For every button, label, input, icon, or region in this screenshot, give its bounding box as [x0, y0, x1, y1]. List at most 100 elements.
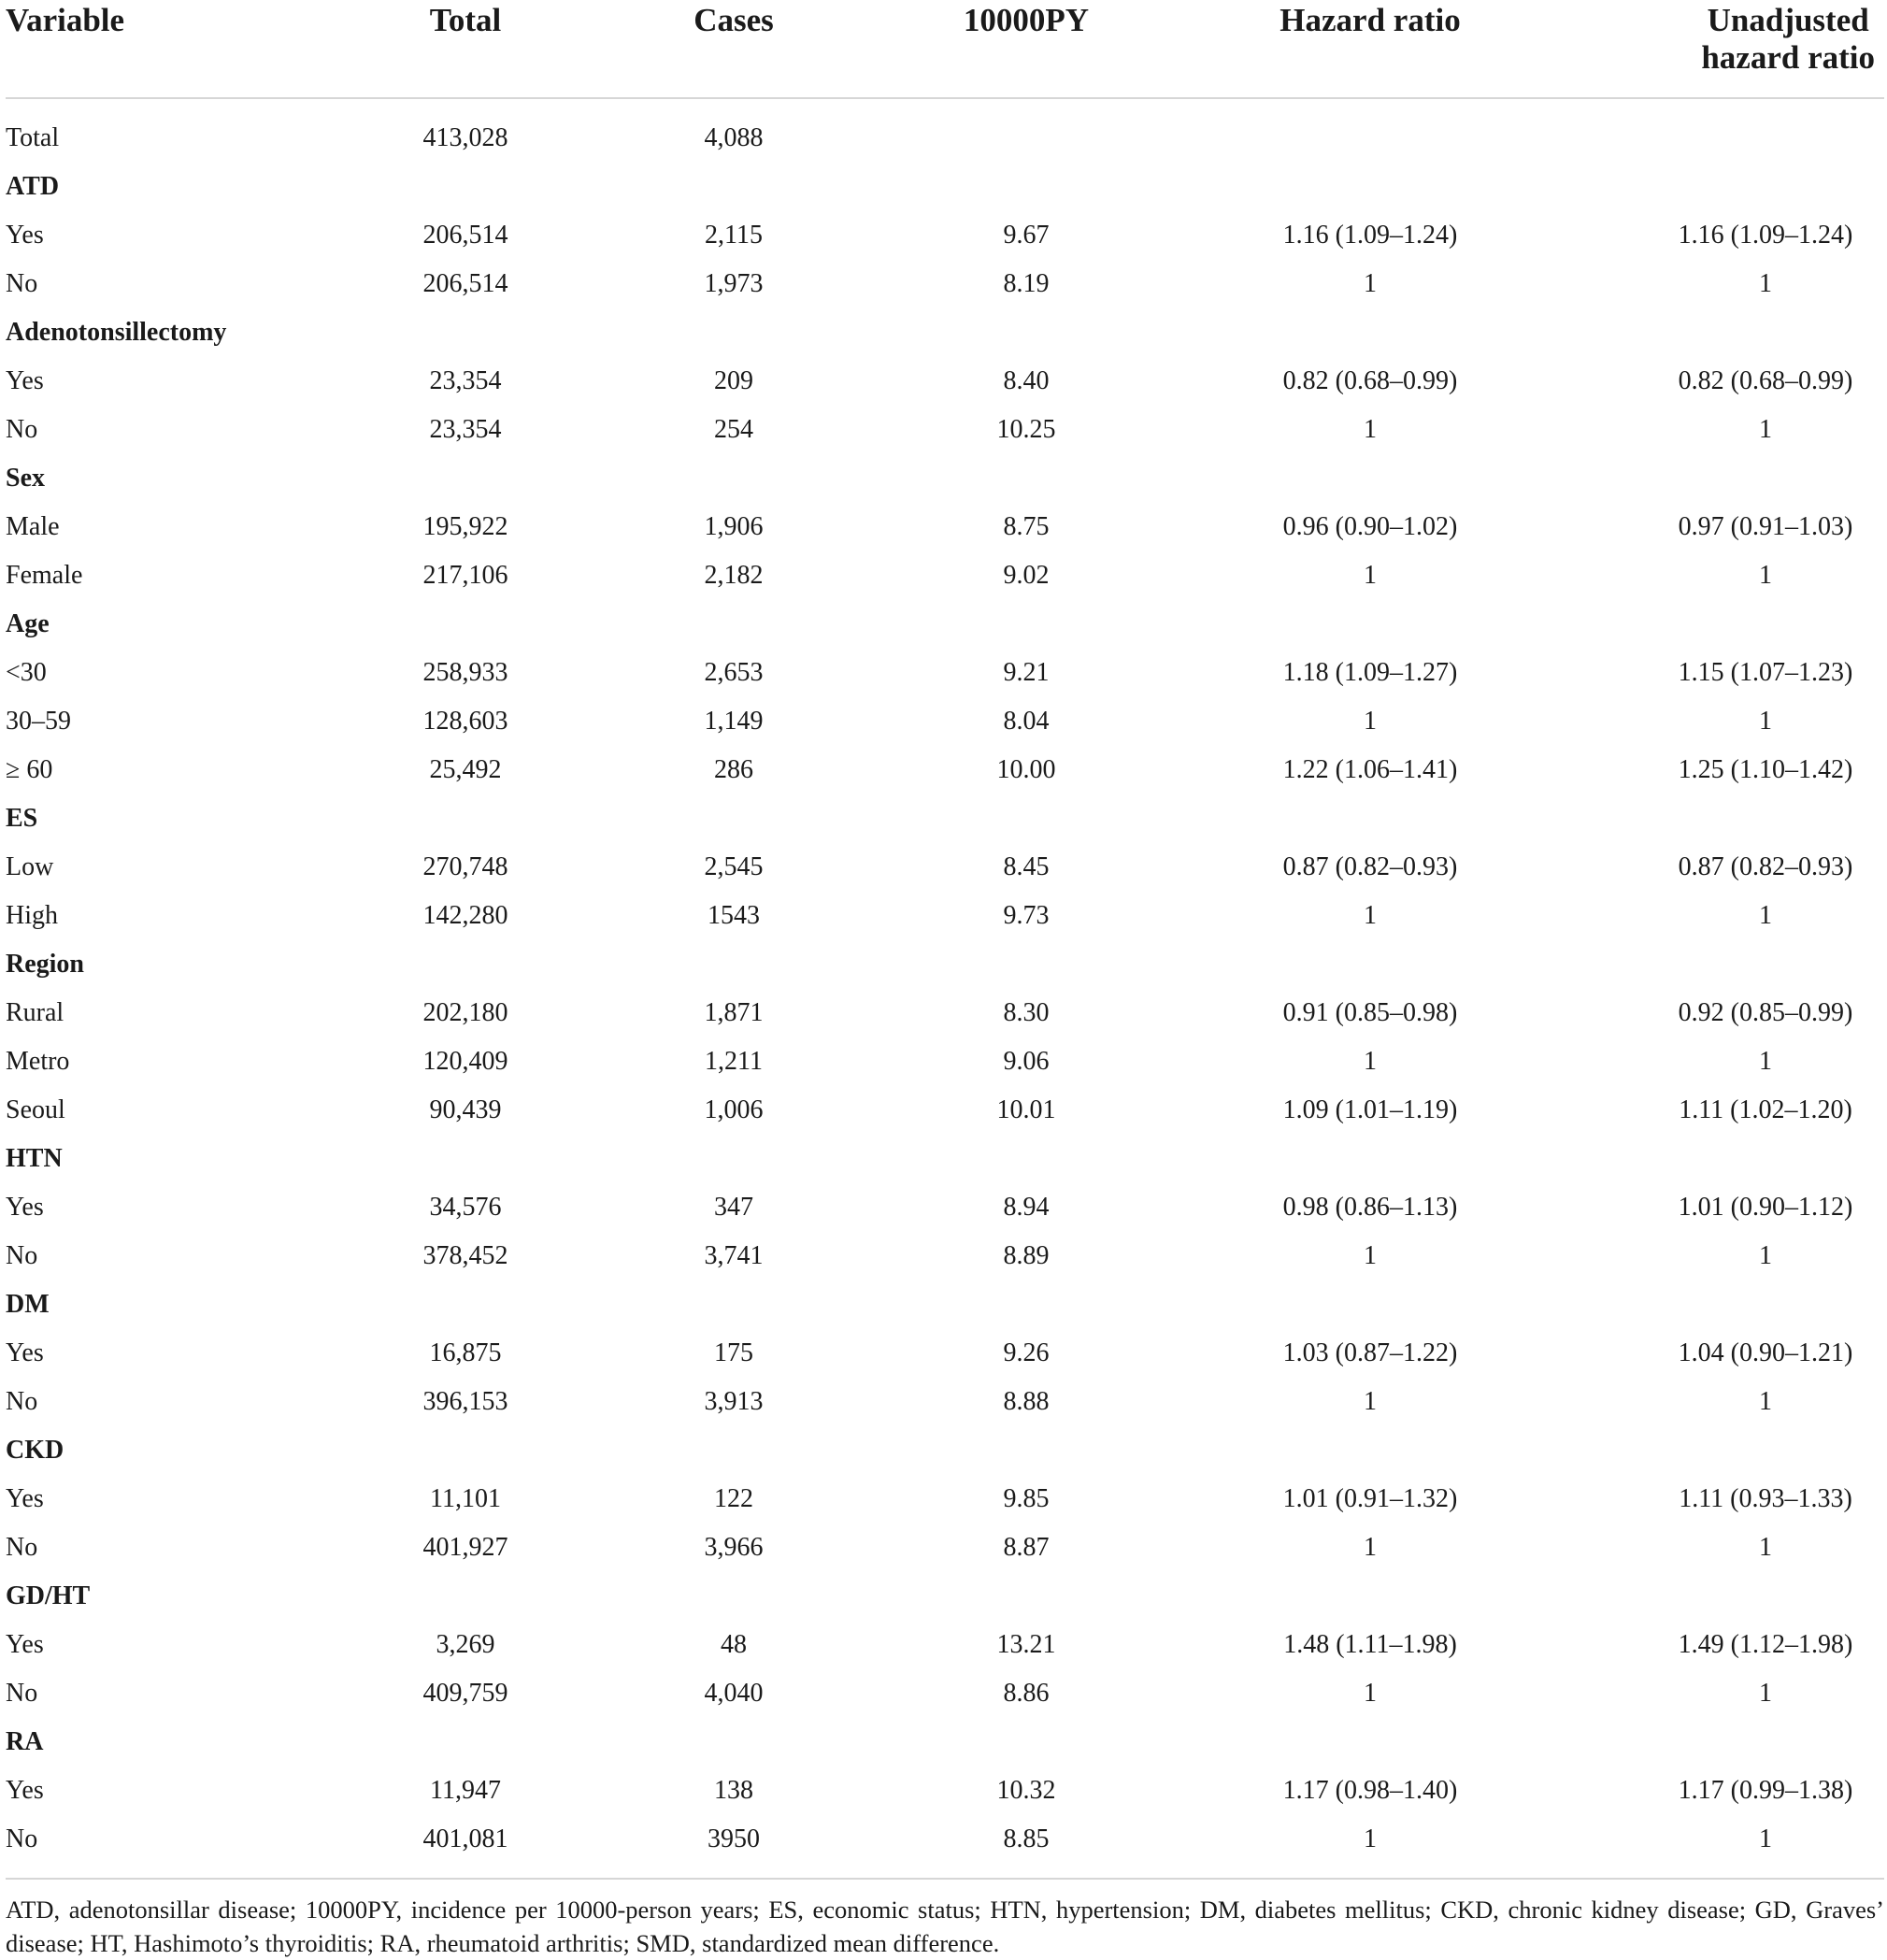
table-row: Male 195,922 1,906 8.75 0.96 (0.90–1.02) 0.97…	[6, 503, 1884, 551]
cell-hazard-ratio: 1	[1364, 1824, 1377, 1853]
cell-cases: 4,040	[704, 1679, 764, 1708]
cell-variable: Yes	[6, 366, 44, 395]
table-row: Rural 202,180 1,871 8.30 0.91 (0.85–0.98) 0.9…	[6, 989, 1884, 1037]
cell-variable: No	[6, 269, 38, 298]
cell-variable: Yes	[6, 1338, 44, 1367]
cell-variable: Seoul	[6, 1095, 65, 1124]
group-header-row: ES	[6, 794, 1884, 843]
cell-hazard-ratio: 1.16 (1.09–1.24)	[1282, 221, 1458, 250]
cell-variable: Rural	[6, 998, 64, 1027]
cell-10000py: 8.75	[1003, 512, 1050, 541]
table-row: 30–59 128,603 1,149 8.04 1 1	[6, 697, 1884, 746]
cell-unadjusted-hazard-ratio: 1.11 (1.02–1.20)	[1679, 1095, 1852, 1124]
table-row: Total 413,028 4,088	[6, 114, 1884, 163]
cell-cases: 2,653	[704, 658, 764, 687]
group-label: ATD	[6, 172, 60, 201]
cell-total: 3,269	[436, 1630, 495, 1659]
cell-total: 206,514	[422, 221, 508, 250]
group-header-row: HTN	[6, 1135, 1884, 1183]
cell-hazard-ratio: 1	[1364, 269, 1377, 298]
cell-hazard-ratio: 1	[1364, 415, 1377, 444]
cell-unadjusted-hazard-ratio: 1	[1759, 901, 1772, 930]
cell-hazard-ratio: 1	[1364, 1241, 1377, 1270]
cell-cases: 1,149	[704, 707, 764, 736]
cell-10000py: 10.01	[996, 1095, 1056, 1124]
group-label: DM	[6, 1290, 50, 1319]
table-row: Yes 11,947 138 10.32 1.17 (0.98–1.40) 1.17 (0…	[6, 1767, 1884, 1815]
cell-total: 23,354	[429, 415, 502, 444]
cell-hazard-ratio: 1.17 (0.98–1.40)	[1282, 1776, 1458, 1805]
cell-variable: Metro	[6, 1047, 70, 1076]
cell-total: 11,947	[430, 1776, 501, 1805]
cell-cases: 1,906	[704, 512, 764, 541]
table-row: Female 217,106 2,182 9.02 1 1	[6, 551, 1884, 600]
cell-cases: 4,088	[704, 123, 764, 152]
cell-hazard-ratio: 1.03 (0.87–1.22)	[1282, 1338, 1458, 1367]
cell-cases: 175	[714, 1338, 753, 1367]
cell-unadjusted-hazard-ratio: 1	[1759, 1047, 1772, 1076]
table-row: Yes 11,101 122 9.85 1.01 (0.91–1.32) 1.11 (0.…	[6, 1475, 1884, 1524]
cell-total: 25,492	[429, 755, 502, 784]
cell-unadjusted-hazard-ratio: 1	[1759, 269, 1772, 298]
cell-hazard-ratio: 1	[1364, 1533, 1377, 1562]
cell-hazard-ratio: 1	[1364, 1387, 1377, 1416]
cell-unadjusted-hazard-ratio: 0.92 (0.85–0.99)	[1678, 998, 1853, 1027]
header-cases: Cases	[693, 2, 774, 38]
cell-10000py: 8.04	[1003, 707, 1050, 736]
cell-10000py: 8.86	[1003, 1679, 1050, 1708]
table-row: No 396,153 3,913 8.88 1 1	[6, 1378, 1884, 1426]
cell-cases: 347	[714, 1193, 753, 1222]
cell-unadjusted-hazard-ratio: 1.04 (0.90–1.21)	[1678, 1338, 1853, 1367]
cell-cases: 1,973	[704, 269, 764, 298]
table-row: High 142,280 1543 9.73 1 1	[6, 892, 1884, 940]
cell-total: 206,514	[422, 269, 508, 298]
cell-unadjusted-hazard-ratio: 1.16 (1.09–1.24)	[1678, 221, 1853, 250]
cell-total: 11,101	[430, 1484, 501, 1513]
cell-total: 142,280	[422, 901, 508, 930]
group-header-row: GD/HT	[6, 1572, 1884, 1621]
group-header-row: DM	[6, 1280, 1884, 1329]
table-row: ≥ 60 25,492 286 10.00 1.22 (1.06–1.41) 1.25 (…	[6, 746, 1884, 794]
cell-10000py: 10.25	[996, 415, 1056, 444]
cell-total: 202,180	[422, 998, 508, 1027]
header-unadjusted-hazard-ratio: Unadjusted hazard ratio	[1701, 2, 1875, 77]
cell-variable: Yes	[6, 221, 44, 250]
cell-unadjusted-hazard-ratio: 1	[1759, 561, 1772, 590]
table-container: Variable Total Cases 10000PY Hazard rati…	[6, 0, 1884, 1957]
group-label: GD/HT	[6, 1581, 91, 1610]
cell-cases: 3950	[708, 1824, 760, 1853]
cell-10000py: 9.02	[1003, 561, 1050, 590]
table-row: Yes 23,354 209 8.40 0.82 (0.68–0.99) 0.82 (0.…	[6, 357, 1884, 406]
cell-10000py: 8.94	[1003, 1193, 1050, 1222]
cell-variable: Yes	[6, 1193, 44, 1222]
cell-cases: 1,871	[704, 998, 764, 1027]
cell-variable: Male	[6, 512, 60, 541]
table-row: Seoul 90,439 1,006 10.01 1.09 (1.01–1.19) 1.1…	[6, 1086, 1884, 1135]
group-header-row: Sex	[6, 454, 1884, 503]
cell-variable: 30–59	[6, 707, 71, 736]
cell-10000py: 9.06	[1003, 1047, 1050, 1076]
cell-variable: No	[6, 1533, 38, 1562]
cell-total: 23,354	[429, 366, 502, 395]
cell-total: 90,439	[429, 1095, 502, 1124]
cell-cases: 2,545	[704, 852, 764, 881]
cell-10000py: 9.67	[1003, 221, 1050, 250]
cell-10000py: 8.30	[1003, 998, 1050, 1027]
cell-variable: No	[6, 1241, 38, 1270]
cell-variable: Total	[6, 123, 60, 152]
cell-10000py: 8.87	[1003, 1533, 1050, 1562]
table-row: No 378,452 3,741 8.89 1 1	[6, 1232, 1884, 1280]
table-row: Yes 3,269 48 13.21 1.48 (1.11–1.98) 1.49 (1.1…	[6, 1621, 1884, 1669]
cell-hazard-ratio: 1	[1364, 901, 1377, 930]
cell-cases: 254	[714, 415, 753, 444]
table-row: Low 270,748 2,545 8.45 0.87 (0.82–0.93) 0.87 …	[6, 843, 1884, 892]
cell-variable: <30	[6, 658, 47, 687]
group-header-row: Region	[6, 940, 1884, 989]
group-header-row: ATD	[6, 163, 1884, 211]
group-label: Age	[6, 609, 50, 638]
cell-unadjusted-hazard-ratio: 1.25 (1.10–1.42)	[1678, 755, 1853, 784]
cell-unadjusted-hazard-ratio: 0.87 (0.82–0.93)	[1678, 852, 1853, 881]
header-variable: Variable	[6, 2, 125, 38]
cell-variable: High	[6, 901, 58, 930]
cell-unadjusted-hazard-ratio: 1.01 (0.90–1.12)	[1678, 1193, 1853, 1222]
